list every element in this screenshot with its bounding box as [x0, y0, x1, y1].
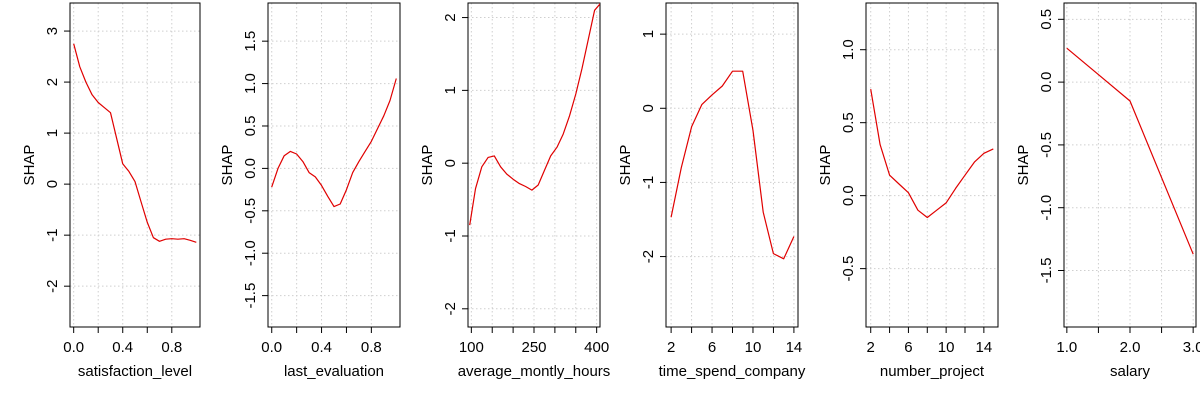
y-tick-label: 0: [442, 159, 459, 167]
y-tick-label: 1: [640, 30, 657, 38]
x-tick-label: 2: [667, 339, 675, 356]
x-tick-label: 6: [708, 339, 716, 356]
x-axis-label: salary: [1110, 363, 1151, 380]
y-tick-label: -1.5: [242, 283, 259, 309]
panel-1: 0.0 0.4 0.8 -1.5 -1.0 -0.5 0.0 0.5 1.0 1.5 last_ev…: [219, 2, 401, 380]
x-tick-label: 250: [521, 339, 546, 356]
plot-frame: [865, 2, 999, 328]
y-tick-label: -1: [442, 229, 459, 242]
y-tick-label: -0.5: [1038, 132, 1055, 158]
y-tick-label: -2: [44, 280, 61, 293]
y-axis-label: SHAP: [1015, 145, 1032, 186]
series-line: [1066, 47, 1194, 255]
y-tick-label: -0.5: [840, 256, 857, 282]
y-tick-label: 1: [44, 129, 61, 137]
panel-3: 2 6 10 14 -2 -1 0 1 time_spend_company SHAP: [617, 2, 806, 380]
x-tick-label: 6: [904, 339, 912, 356]
y-tick-label: 1.0: [242, 73, 259, 94]
series-line: [870, 88, 994, 219]
y-tick-label: 2: [44, 78, 61, 86]
y-tick-label: 3: [44, 27, 61, 35]
x-axis-label: satisfaction_level: [78, 363, 192, 380]
y-tick-label: -2: [442, 302, 459, 315]
y-tick-label: 0.0: [1038, 72, 1055, 93]
y-tick-label: 0.5: [242, 116, 259, 137]
series-line: [670, 70, 795, 260]
x-tick-label: 0.8: [161, 339, 182, 356]
x-tick-label: 0.0: [261, 339, 282, 356]
x-tick-label: 14: [786, 339, 803, 356]
panel-5: 1.0 2.0 3.0 -1.5 -1.0 -0.5 0.0 0.5 salary SHAP: [1015, 2, 1200, 380]
y-tick-label: 0: [44, 180, 61, 188]
panel-4: 2 6 10 14 -0.5 0.0 0.5 1.0 number_project SHAP: [817, 2, 999, 380]
y-tick-label: -1: [44, 228, 61, 241]
series-line: [469, 3, 600, 226]
x-tick-label: 1.0: [1056, 339, 1077, 356]
y-tick-label: 0: [640, 104, 657, 112]
y-tick-label: 1: [442, 86, 459, 94]
y-tick-label: 0.0: [840, 185, 857, 206]
x-tick-label: 10: [938, 339, 955, 356]
x-tick-label: 100: [459, 339, 484, 356]
y-tick-label: -1.0: [1038, 195, 1055, 221]
y-tick-label: 0.5: [840, 112, 857, 133]
plot-frame: [69, 2, 201, 328]
x-tick-label: 0.8: [361, 339, 382, 356]
y-axis-label: SHAP: [219, 145, 236, 186]
y-axis-label: SHAP: [419, 145, 436, 186]
panel-2: 100 250 400 -2 -1 0 1 2 average_montly_hours SHAP: [419, 2, 611, 380]
x-tick-label: 0.0: [63, 339, 84, 356]
x-tick-label: 400: [584, 339, 609, 356]
x-axis-label: last_evaluation: [284, 363, 384, 380]
y-axis-label: SHAP: [817, 145, 834, 186]
plot-frame: [665, 2, 799, 328]
y-tick-label: 0.0: [242, 158, 259, 179]
series-line: [271, 78, 397, 208]
y-tick-label: -1.0: [242, 240, 259, 266]
y-tick-label: -2: [640, 250, 657, 263]
x-axis-label: average_montly_hours: [458, 363, 611, 380]
y-tick-label: 0.5: [1038, 9, 1055, 30]
x-tick-label: 10: [745, 339, 762, 356]
y-axis-label: SHAP: [21, 145, 38, 186]
x-tick-label: 14: [976, 339, 993, 356]
y-tick-label: -0.5: [242, 198, 259, 224]
y-tick-label: 1.5: [242, 31, 259, 52]
y-axis-label: SHAP: [617, 145, 634, 186]
y-tick-label: 2: [442, 13, 459, 21]
panel-0: 0.0 0.4 0.8 -2 -1 0 1 2 3 satisfaction_level SHAP: [21, 2, 201, 380]
x-tick-label: 0.4: [112, 339, 133, 356]
x-tick-label: 2.0: [1120, 339, 1141, 356]
plot-frame: [267, 2, 401, 328]
series-line: [73, 43, 197, 243]
y-tick-label: 1.0: [840, 39, 857, 60]
x-axis-label: time_spend_company: [659, 363, 806, 380]
y-tick-label: -1: [640, 176, 657, 189]
x-tick-label: 0.4: [311, 339, 332, 356]
x-axis-label: number_project: [880, 363, 985, 380]
y-tick-label: -1.5: [1038, 258, 1055, 284]
x-tick-label: 3.0: [1183, 339, 1200, 356]
x-tick-label: 2: [867, 339, 875, 356]
